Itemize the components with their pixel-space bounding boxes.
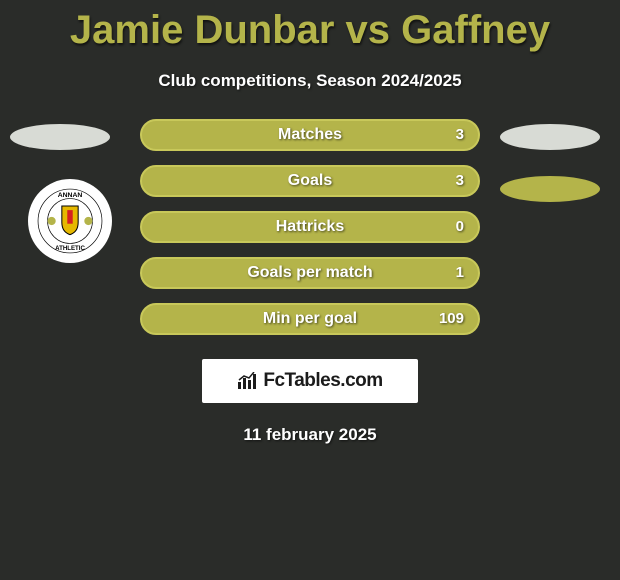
stat-bar: Goals per match 1 xyxy=(140,257,480,289)
stat-label: Goals xyxy=(142,167,478,195)
stat-bar: Matches 3 xyxy=(140,119,480,151)
svg-text:ANNAN: ANNAN xyxy=(58,192,83,199)
club-crest: ANNAN ATHLETIC xyxy=(28,179,112,263)
page-title: Jamie Dunbar vs Gaffney xyxy=(0,0,620,53)
stat-label: Hattricks xyxy=(142,213,478,241)
svg-text:ATHLETIC: ATHLETIC xyxy=(55,245,85,252)
stat-label: Matches xyxy=(142,121,478,149)
brand-text: FcTables.com xyxy=(263,370,382,392)
right-avatar-placeholder-2 xyxy=(500,176,600,202)
right-avatar-placeholder-1 xyxy=(500,124,600,150)
subtitle: Club competitions, Season 2024/2025 xyxy=(0,71,620,91)
stat-value: 0 xyxy=(456,213,464,241)
stat-bar: Min per goal 109 xyxy=(140,303,480,335)
bar-chart-icon xyxy=(237,372,259,390)
stat-value: 3 xyxy=(456,121,464,149)
date-line: 11 february 2025 xyxy=(0,425,620,445)
stat-value: 1 xyxy=(456,259,464,287)
stat-label: Goals per match xyxy=(142,259,478,287)
left-avatar-placeholder xyxy=(10,124,110,150)
stat-bar: Goals 3 xyxy=(140,165,480,197)
stat-value: 3 xyxy=(456,167,464,195)
stat-bar: Hattricks 0 xyxy=(140,211,480,243)
brand-watermark: FcTables.com xyxy=(202,359,418,403)
stat-label: Min per goal xyxy=(142,305,478,333)
stats-bars: Matches 3 Goals 3 Hattricks 0 Goals per … xyxy=(140,119,480,335)
crest-svg: ANNAN ATHLETIC xyxy=(36,187,104,255)
stat-value: 109 xyxy=(439,305,464,333)
